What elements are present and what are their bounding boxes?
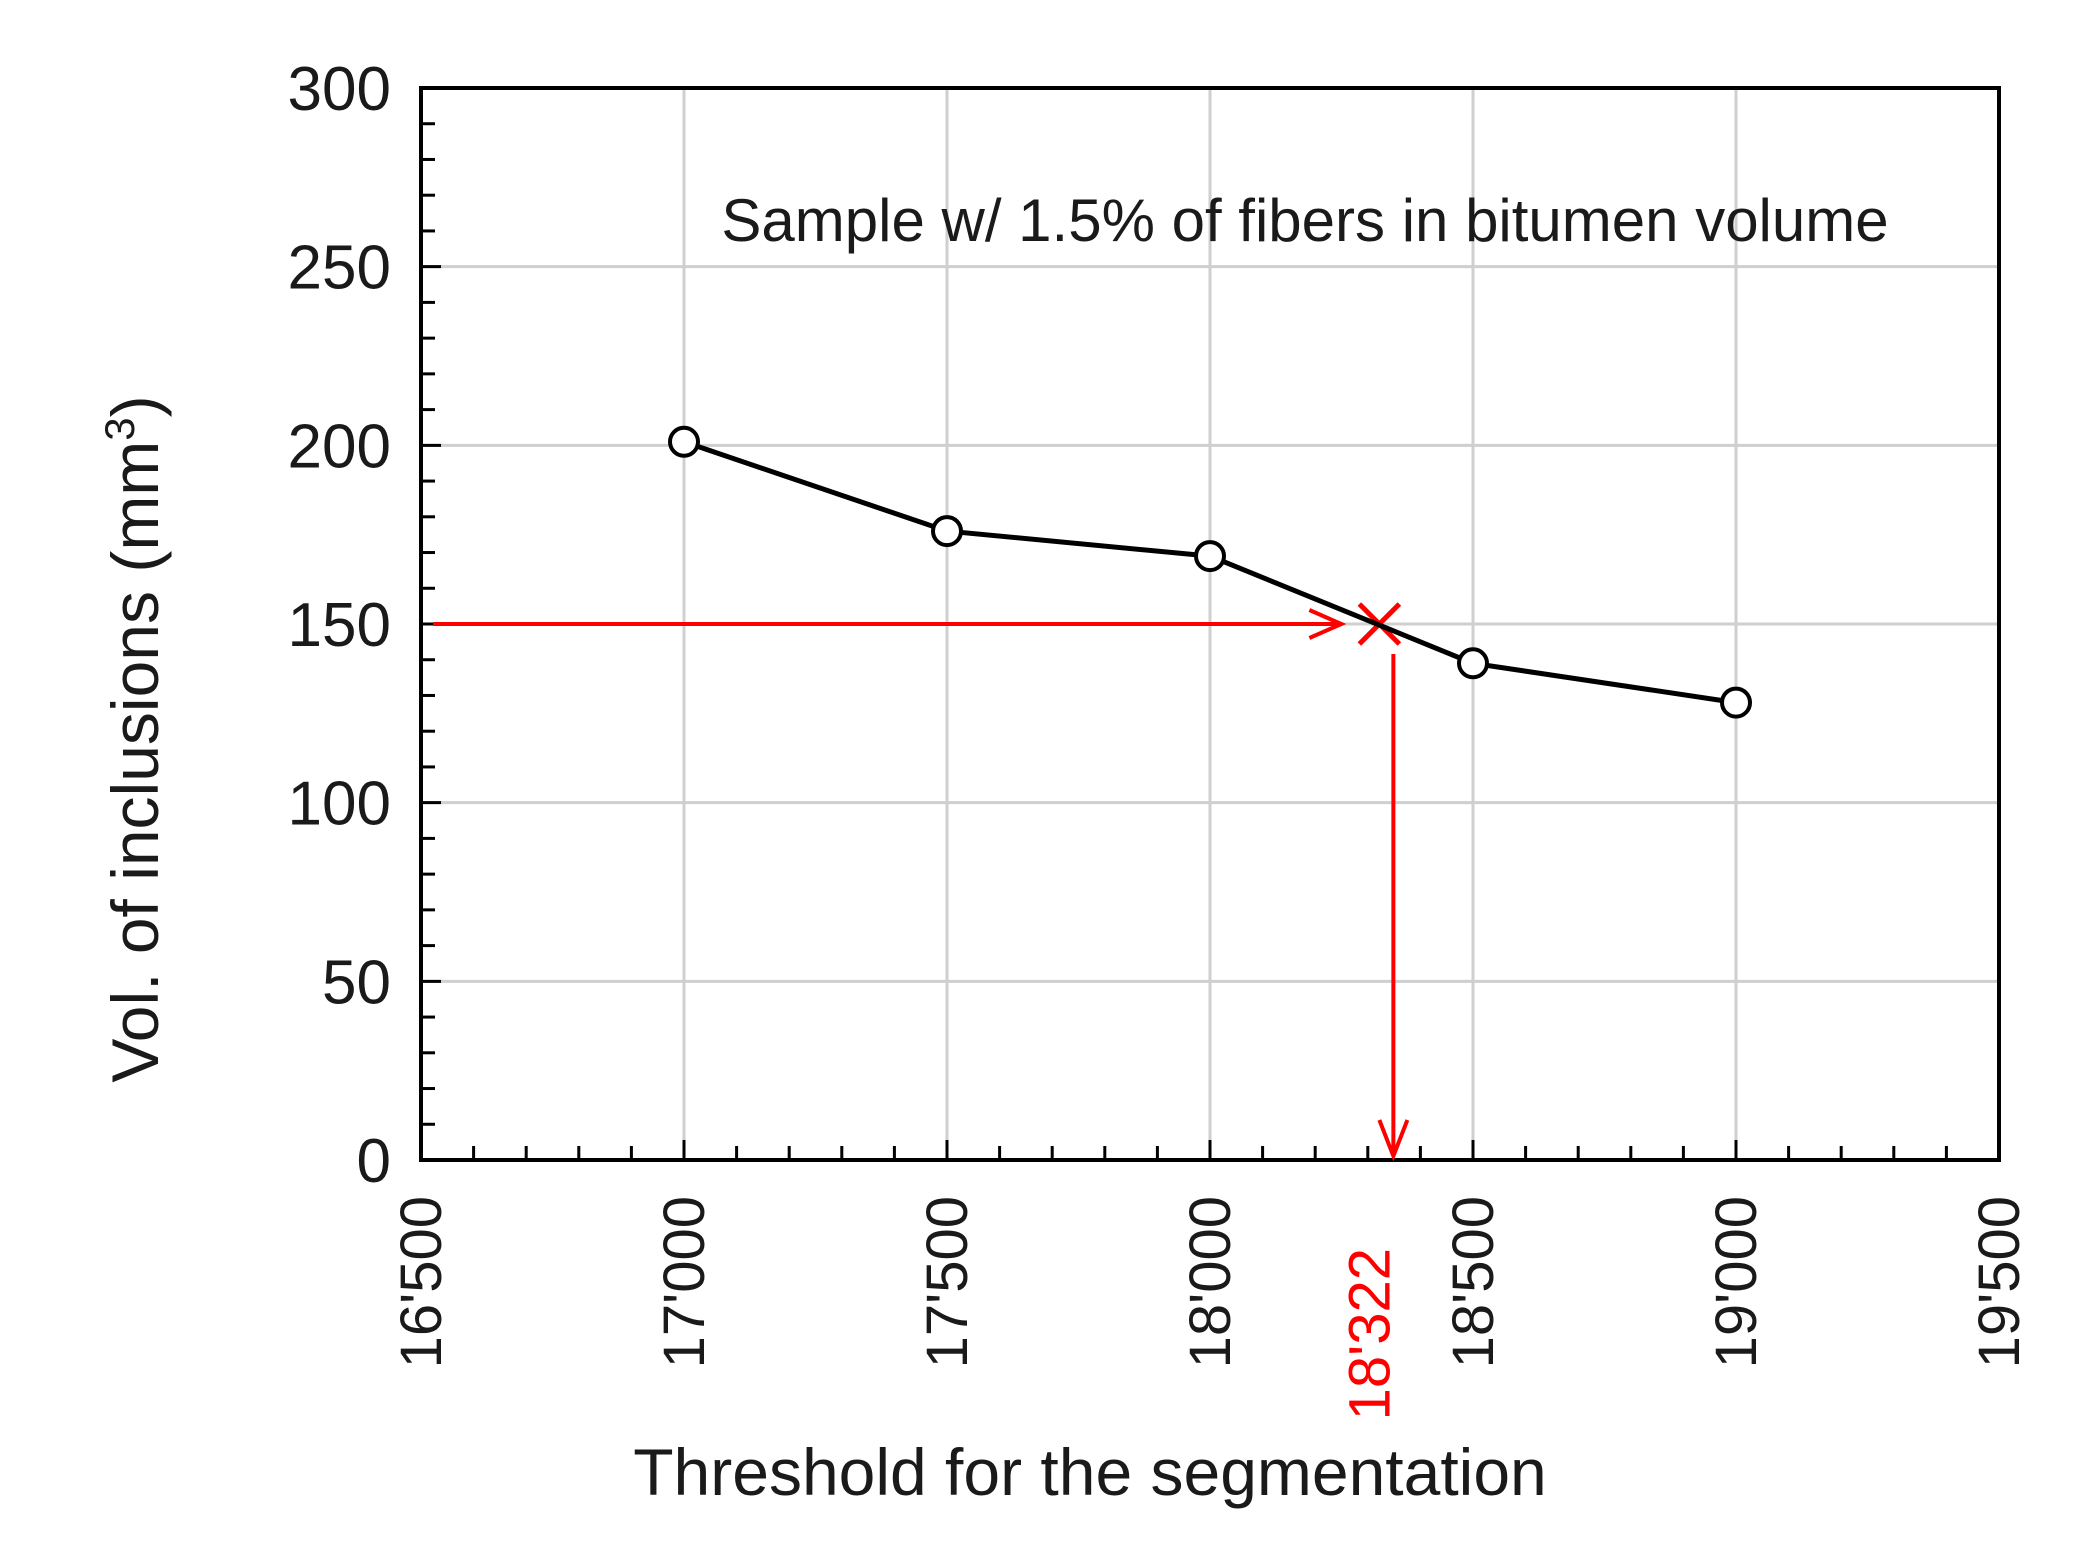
y-axis-title-main: Vol. of inclusions (mm (98, 441, 172, 1083)
threshold-highlight: 18'322 (433, 602, 1410, 1420)
x-tick-label: 19'500 (1967, 1196, 2032, 1368)
data-point (668, 425, 700, 458)
y-axis-title-text: Vol. of inclusions (mm3) (96, 395, 172, 1082)
x-tick-label: 18'500 (1441, 1196, 1506, 1368)
y-tick-label: 0 (357, 1127, 391, 1196)
x-tick-label: 18'000 (1178, 1196, 1243, 1368)
y-tick-label: 100 (288, 770, 391, 839)
y-axis-title-close: ) (98, 395, 172, 417)
y-axis-title: Vol. of inclusions (mm3) (96, 395, 172, 1082)
highlight-horizontal-arrowhead (1308, 608, 1347, 640)
series (668, 425, 1752, 719)
x-tick-label: 19'000 (1704, 1196, 1769, 1368)
x-tick-label: 17'500 (915, 1196, 980, 1368)
x-axis-title: Threshold for the segmentation (633, 1435, 1547, 1509)
data-point (1457, 647, 1489, 680)
highlight-vertical-arrowhead (1377, 1119, 1410, 1162)
x-tick-label: 16'500 (389, 1196, 454, 1368)
data-point (931, 515, 963, 548)
x-axis-tick-labels: 16'500 17'000 17'500 18'000 18'500 19'000 19'5… (389, 1196, 2032, 1368)
y-tick-label: 150 (288, 591, 391, 660)
data-point (1720, 686, 1752, 719)
y-tick-label: 200 (288, 412, 391, 481)
y-axis-tick-labels: 0 50 100 150 200 250 300 (288, 55, 391, 1196)
y-tick-label: 50 (322, 948, 391, 1017)
x-tick-label: 17'000 (652, 1196, 717, 1368)
highlight-label: 18'322 (1337, 1248, 1402, 1420)
plot-frame (419, 86, 2001, 1162)
y-tick-label: 300 (288, 55, 391, 124)
data-point (1194, 540, 1226, 573)
y-axis-title-superscript: 3 (96, 417, 143, 440)
y-tick-label: 250 (288, 234, 391, 303)
chart-annotation: Sample w/ 1.5% of fibers in bitumen volu… (721, 187, 1888, 254)
